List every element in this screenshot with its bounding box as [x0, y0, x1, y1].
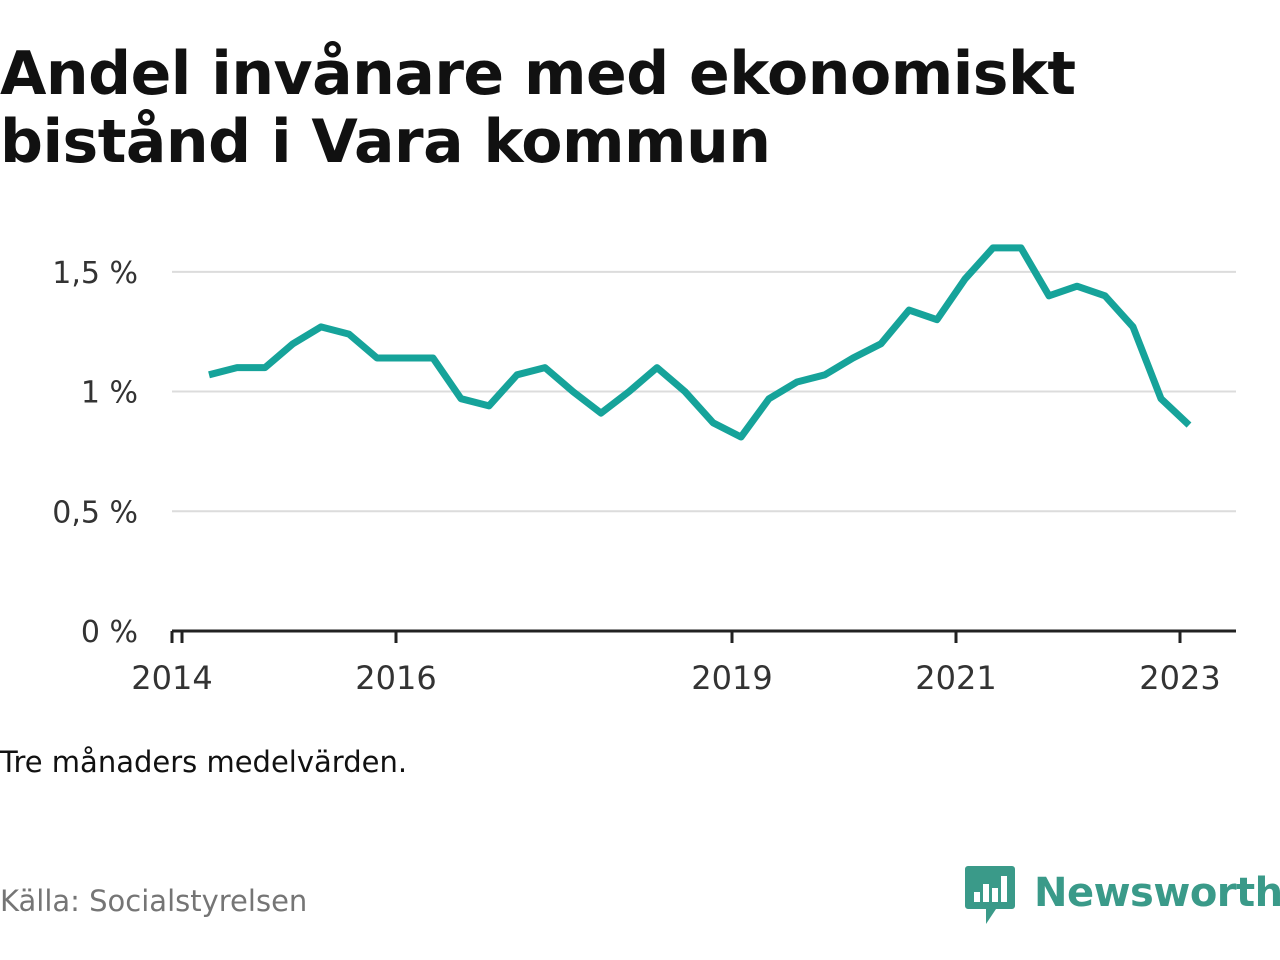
x-tick-label: 2023	[1139, 659, 1220, 697]
source-text: Källa: Socialstyrelsen	[0, 884, 308, 918]
newsworthy-logo-icon	[965, 866, 1015, 924]
x-axis: 2014 2016 2019 2021 2023	[131, 629, 1236, 697]
y-tick-label: 0,5 %	[52, 495, 138, 530]
x-tick-label: 2019	[691, 659, 772, 697]
y-axis-labels: 0 % 0,5 % 1 % 1,5 %	[52, 256, 138, 650]
series-layer	[208, 244, 1192, 441]
y-tick-label: 1,5 %	[52, 256, 138, 291]
x-tick-label: 2016	[355, 659, 436, 697]
x-tick-label: 2014	[131, 659, 212, 697]
series-line	[208, 244, 1192, 441]
y-tick-label: 0 %	[81, 615, 138, 650]
y-tick-label: 1 %	[81, 376, 138, 411]
line-chart: 2014 2016 2019 2021 2023 0 % 0,5 % 1 % 1,5 %	[52, 244, 1236, 697]
chart-title-line-2: bistånd i Vara kommun	[0, 107, 771, 177]
newsworthy-logo: Newsworthy	[964, 864, 1280, 926]
chart-title-line-1: Andel invånare med ekonomiskt	[0, 39, 1076, 109]
gridlines	[172, 270, 1236, 513]
brand-name: Newsworthy	[1034, 870, 1280, 916]
x-tick-label: 2021	[915, 659, 996, 697]
chart-title: Andel invånare med ekonomiskt bistånd i …	[0, 40, 1240, 176]
chart-note: Tre månaders medelvärden.	[0, 745, 408, 779]
